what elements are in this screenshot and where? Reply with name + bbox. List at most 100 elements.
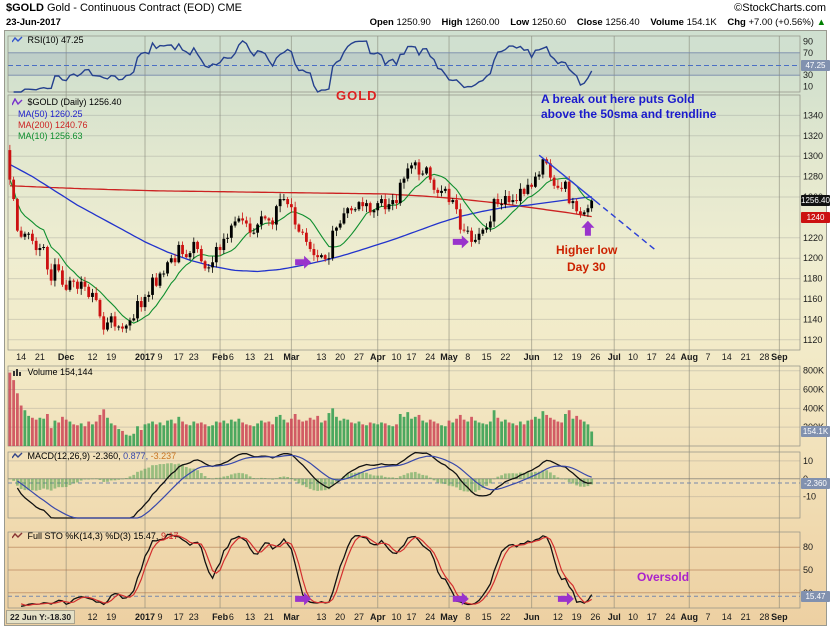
x-axis-label: 13 [316,352,326,362]
svg-text:1300: 1300 [803,151,823,161]
chg-label: Chg [727,17,746,28]
macd-histogram [8,463,594,493]
x-axis-label: 10 [628,352,638,362]
x-axis-label: 17 [174,352,184,362]
higher-low-annotation-line2: Day 30 [567,260,606,274]
svg-text:1320: 1320 [803,131,823,141]
sto-k-value: 15.47, [133,531,159,541]
x-axis-label: Jun [524,352,540,362]
price-panel-icon [11,97,23,108]
svg-text:70: 70 [803,48,813,58]
x-axis-label: 27 [354,352,364,362]
svg-text:1180: 1180 [803,274,822,284]
close-label: Close [576,17,603,28]
volume-legend-text: Volume 154,144 [27,367,93,377]
chg-value: +7.00 (+0.56%) [748,17,814,28]
x-axis-label: 7 [706,612,711,622]
svg-text:1120: 1120 [803,335,822,345]
x-axis-label: Feb [212,352,229,362]
x-axis-label: 17 [647,612,657,622]
x-axis-label: 8 [465,612,470,622]
svg-text:1160: 1160 [803,294,822,304]
x-axis-label: 23 [189,612,199,622]
x-axis-label: 22 [500,352,510,362]
x-axis-label: 28 [759,352,769,362]
svg-text:50: 50 [803,565,813,575]
x-axis-label: 14 [722,612,732,622]
x-axis-label: 10 [628,612,638,622]
x-axis-label: 17 [174,612,184,622]
breakout-annotation-line2: above the 50sma and trendline [541,107,717,121]
rsi-legend-text: RSI(10) 47.25 [27,35,84,45]
macd-legend-label: MACD(12,26,9) [27,451,91,461]
x-axis-label: 21 [35,352,45,362]
up-triangle-icon: ▲ [816,17,826,28]
trendline-dashed [594,200,656,251]
x-axis-label: Feb [212,612,229,622]
x-axis-label: 7 [706,352,711,362]
oversold-annotation: Oversold [637,570,690,584]
svg-text:10: 10 [803,456,813,466]
rsi-panel-icon [11,36,23,46]
higher-low-annotation-line1: Higher low [556,243,618,257]
x-axis-label: 6 [229,612,234,622]
ma10-legend: MA(10) 1256.63 [18,131,83,141]
symbol: $GOLD [6,2,44,14]
svg-text:-10: -10 [803,492,816,502]
rsi-current-value-box: 47.25 [801,60,830,71]
x-axis-label: Mar [283,612,300,622]
x-axis-label: 24 [425,352,435,362]
macd-hist-value: -3.237 [150,451,177,461]
trendline-solid [538,154,596,202]
svg-text:400K: 400K [803,403,824,413]
candlesticks [8,144,594,335]
x-axis-label: 10 [391,352,401,362]
price-legend: $GOLD (Daily) 1256.40 [11,97,122,108]
svg-text:30: 30 [803,70,813,80]
x-axis-label: 15 [482,352,492,362]
svg-text:80: 80 [803,542,813,552]
x-axis-label: 9 [158,352,163,362]
svg-text:1340: 1340 [803,110,823,120]
x-axis-label: Aug [681,612,699,622]
sto-panel-icon [11,532,23,542]
x-axis-label: 23 [189,352,199,362]
bottom-left-date-value: 22 Jun Y:-18.30 [6,610,76,624]
volume-bars [8,372,594,446]
x-axis-label: 20 [335,352,345,362]
stockcharts-credit-link[interactable]: ©StockCharts.com [734,2,826,14]
x-axis-label: Jun [524,612,540,622]
svg-text:800K: 800K [803,366,824,376]
header-row: $GOLD Gold - Continuous Contract (EOD) C… [6,2,826,14]
x-axis-label: Jul [608,612,621,622]
macd-current-value-box: -2.360 [801,477,830,489]
x-axis-label: 22 [500,612,510,622]
volume-panel-icon [12,368,23,378]
high-label: High [441,17,463,28]
svg-text:10: 10 [803,81,813,91]
x-axis-label: 8 [465,352,470,362]
sto-legend-label: Full STO %K(14,3) %D(3) [27,531,131,541]
x-axis-label: 12 [87,612,97,622]
x-axis-label: 12 [553,612,563,622]
x-axis-label: 21 [741,352,751,362]
x-axis-label: 17 [647,352,657,362]
open-value: 1250.90 [396,17,431,28]
x-axis-label: 19 [106,612,116,622]
x-axis-label: Apr [370,612,386,622]
x-axis-label: 13 [316,612,326,622]
gold-annotation: GOLD [336,88,378,103]
x-axis-label: 17 [406,352,416,362]
sto-legend: Full STO %K(14,3) %D(3) 15.47, 9.17 [11,531,178,542]
sto-current-value-box: 15.47 [801,590,830,602]
x-axis-label: 27 [354,612,364,622]
volume-legend: Volume 154,144 [12,367,93,378]
x-axis-label: 24 [425,612,435,622]
svg-text:90: 90 [803,37,813,47]
ma200-current-value-box: 1240 [801,211,830,223]
high-value: 1260.00 [465,17,500,28]
price-current-value-box: 1256.40 [801,195,830,207]
x-axis-label: 13 [245,612,255,622]
axis-labels: 9070301013401320130012801260122012001180… [16,37,824,622]
